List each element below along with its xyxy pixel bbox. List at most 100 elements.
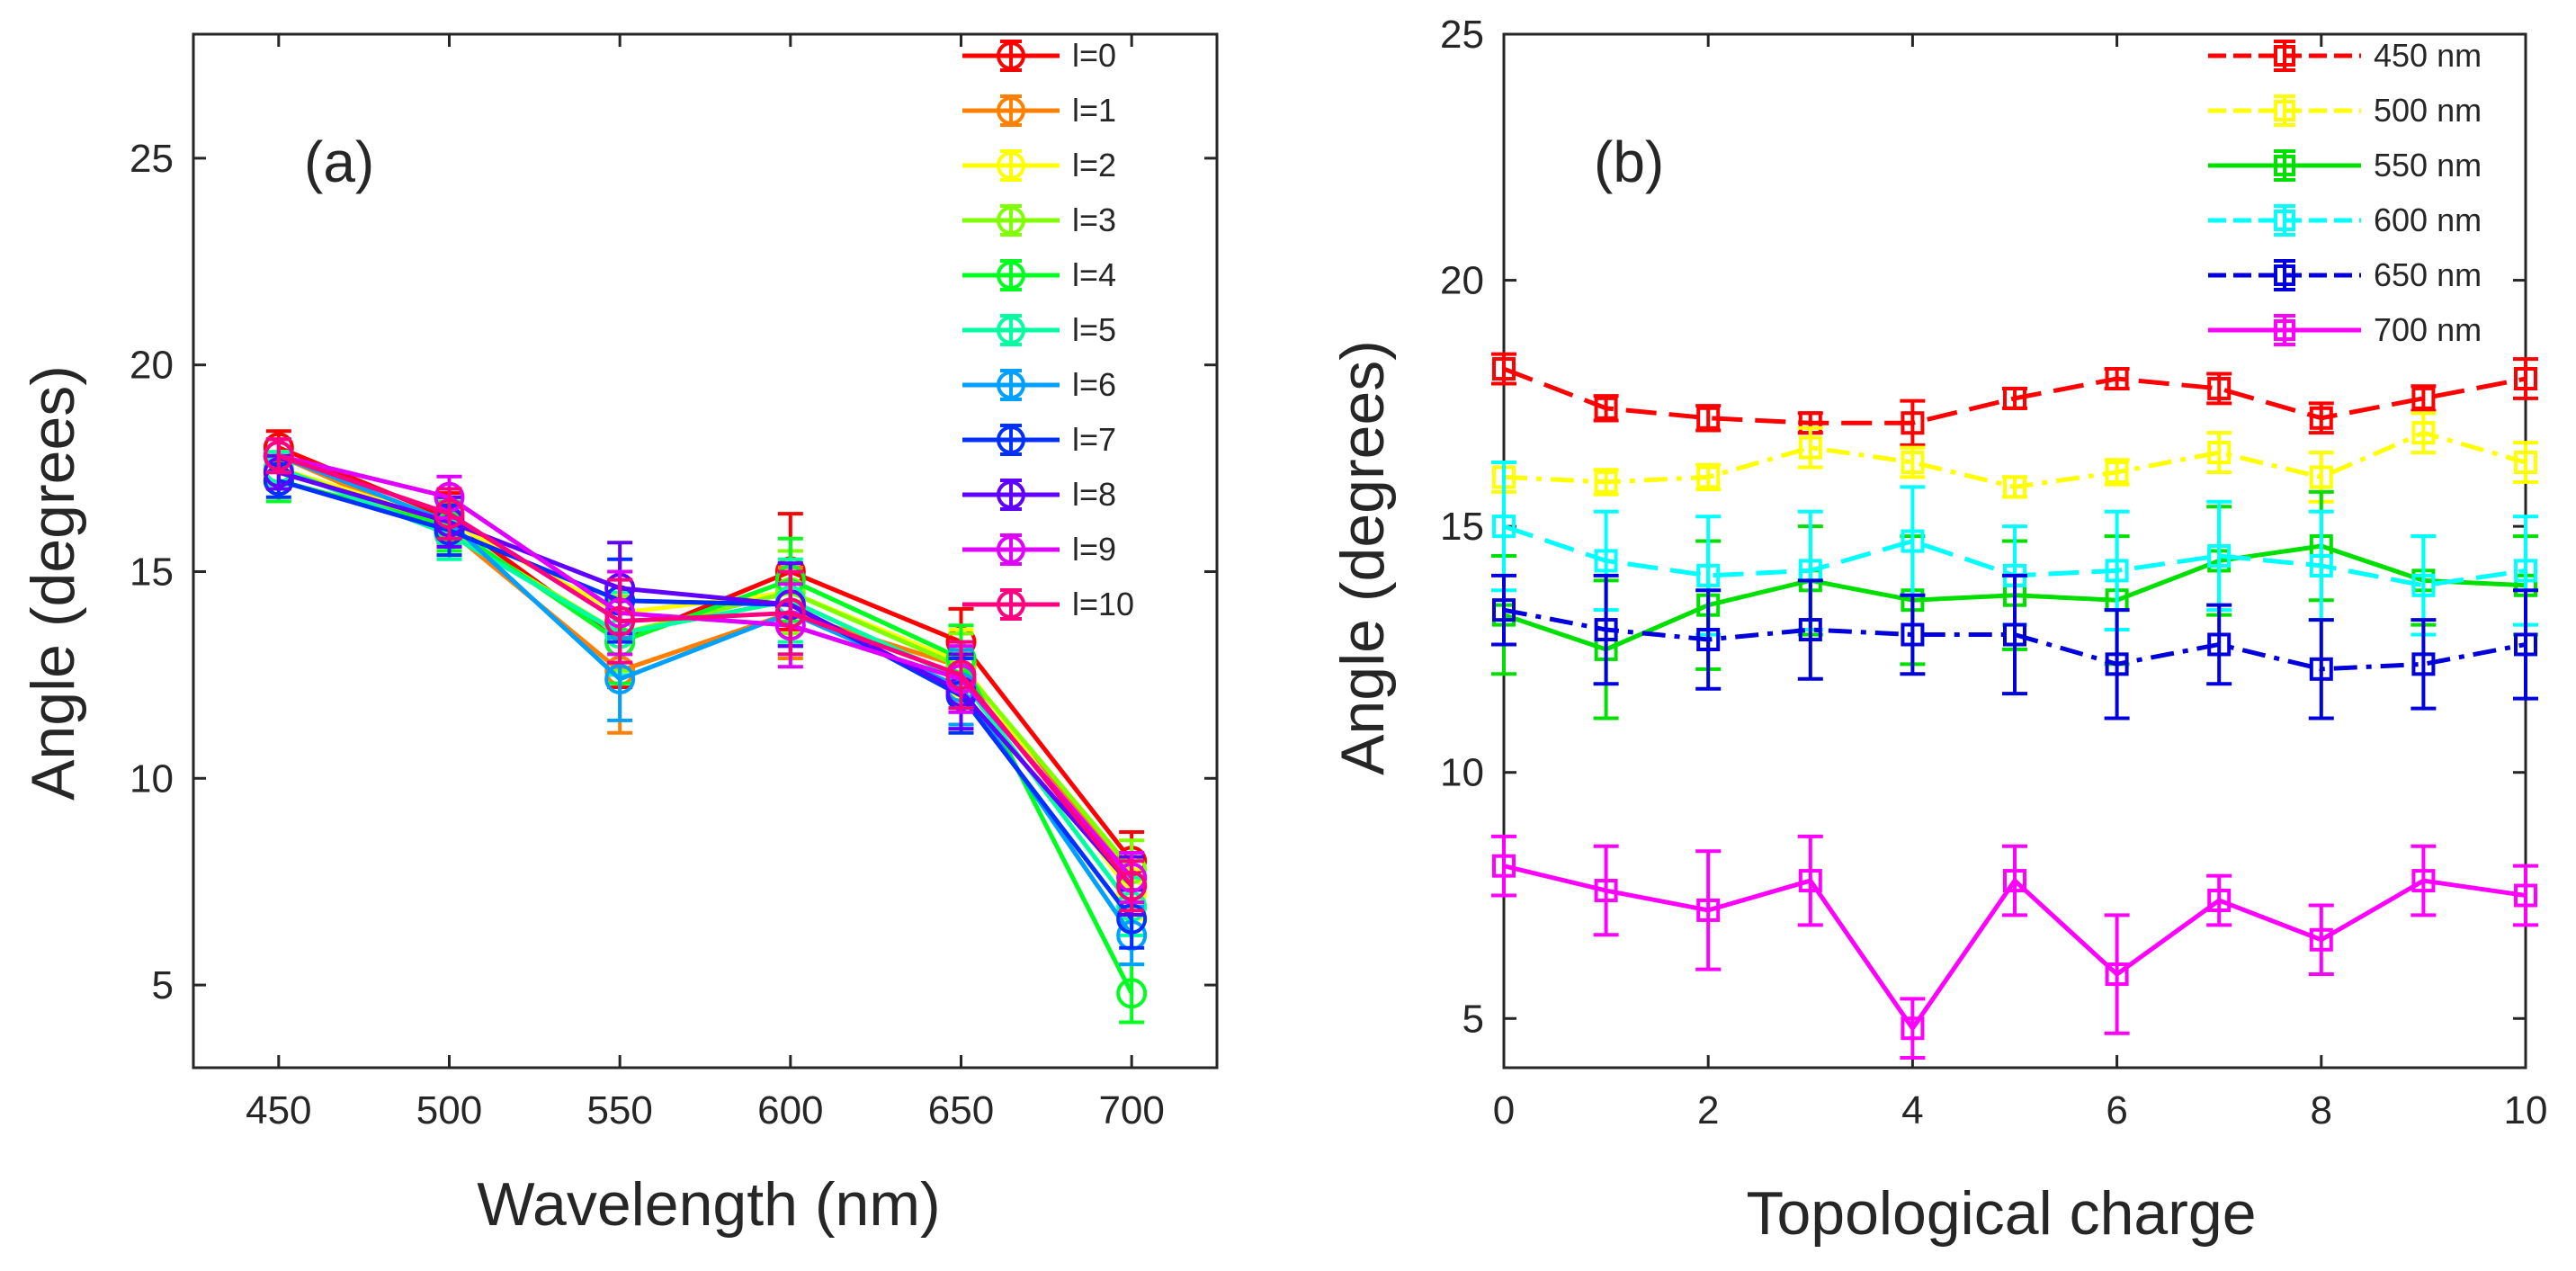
panel-b-data-point bbox=[2411, 869, 2436, 893]
panel-a-axes-frame bbox=[192, 32, 1219, 1070]
panel-a-y-tick-label: 25 bbox=[130, 137, 174, 181]
panel-b-data-point bbox=[1492, 598, 1516, 622]
panel-b-data-point bbox=[1901, 1016, 1925, 1041]
panel-a-legend-label: l=4 bbox=[1072, 256, 1116, 293]
panel-b-legend-marker bbox=[2274, 45, 2295, 67]
panel-a-y-tick-label: 10 bbox=[130, 756, 174, 801]
panel-b-data-point bbox=[2105, 367, 2129, 390]
panel-a-legend-item: l=8 bbox=[962, 476, 1116, 513]
panel-a-series-line bbox=[278, 478, 1134, 921]
panel-b-x-tick-label: 6 bbox=[2106, 1088, 2127, 1132]
panel-a-label: (a) bbox=[304, 130, 374, 194]
panel-a-data-point bbox=[604, 605, 636, 637]
panel-b-data-point bbox=[2105, 652, 2129, 676]
panel-b-data-point bbox=[1901, 529, 1925, 553]
panel-a-data-point bbox=[1116, 978, 1148, 1009]
panel-a-y-tick-label: 15 bbox=[130, 550, 174, 594]
panel-b-data-point bbox=[1901, 411, 1925, 435]
panel-b-legend-label: 450 nm bbox=[2374, 37, 2482, 74]
panel-a-legend-marker bbox=[997, 535, 1025, 564]
panel-a-legend-marker bbox=[997, 96, 1025, 125]
panel-a-legend-label: l=8 bbox=[1072, 476, 1116, 513]
panel-b-data-point bbox=[2003, 622, 2026, 647]
panel-b-legend-marker bbox=[2274, 210, 2295, 231]
panel-b-legend-label: 700 nm bbox=[2374, 311, 2482, 348]
panel-b-data-point bbox=[1594, 879, 1618, 903]
panel-b-data-point bbox=[2207, 441, 2232, 465]
panel-b-data-point bbox=[1696, 898, 1721, 922]
panel-a-y-tick-label: 5 bbox=[152, 963, 174, 1007]
panel-b-legend-label: 650 nm bbox=[2374, 256, 2482, 293]
panel-a-y-tick-label: 20 bbox=[130, 344, 174, 388]
panel-b-legend-item: 700 nm bbox=[2208, 311, 2482, 348]
panel-b-series-450-nm bbox=[1491, 352, 2538, 447]
panel-b-data-point bbox=[2411, 652, 2436, 676]
panel-a-legend-item: l=0 bbox=[962, 37, 1116, 74]
panel-b-data-point bbox=[2514, 559, 2537, 583]
panel-a-legend-marker bbox=[997, 206, 1025, 235]
panel-a-legend-item: l=7 bbox=[962, 421, 1116, 458]
panel-a-series-line bbox=[278, 470, 1134, 888]
panel-a-data-point bbox=[604, 663, 636, 694]
panel-a-legend-marker bbox=[997, 316, 1025, 345]
panel-b-data-point bbox=[1594, 396, 1618, 420]
panel-b-y-tick-label: 15 bbox=[1440, 505, 1484, 549]
panel-a-legend-item: l=4 bbox=[962, 256, 1116, 293]
panel-a-legend-marker bbox=[997, 590, 1025, 619]
panel-a-x-tick-label: 550 bbox=[586, 1088, 652, 1132]
panel-b-data-point bbox=[2309, 657, 2333, 681]
panel-a-legend-label: l=0 bbox=[1072, 37, 1116, 74]
panel-b-y-axis-label: Angle (degrees) bbox=[1328, 340, 1397, 775]
panel-b-data-point bbox=[2514, 367, 2537, 390]
panel-b-data-point bbox=[1798, 435, 1822, 460]
panel-b-data-point bbox=[1798, 869, 1822, 893]
panel-b-data-point bbox=[1594, 618, 1618, 642]
panel-b-data-point bbox=[2309, 553, 2333, 577]
panel-b-data-point bbox=[2514, 451, 2537, 475]
panel-b-data-point bbox=[2003, 386, 2026, 410]
panel-b-legend-label: 550 nm bbox=[2374, 147, 2482, 183]
panel-b-data-point bbox=[2309, 927, 2333, 952]
panel-b-data-point bbox=[2411, 421, 2436, 445]
panel-b-y-tick-label: 10 bbox=[1440, 751, 1484, 795]
panel-b-series-500-nm bbox=[1491, 411, 2538, 504]
panel-b-legend-item: 650 nm bbox=[2208, 256, 2482, 293]
panel-b-data-point bbox=[2207, 376, 2232, 400]
panel-b-data-point bbox=[2105, 460, 2129, 484]
panel-a-legend-item: l=9 bbox=[962, 531, 1116, 568]
panel-b-data-point bbox=[1696, 627, 1721, 651]
panel-b-x-tick-label: 0 bbox=[1493, 1088, 1515, 1132]
panel-a-legend-marker bbox=[997, 41, 1025, 70]
panel-a-data-point bbox=[263, 440, 294, 471]
panel-a-legend-label: l=10 bbox=[1072, 586, 1134, 622]
panel-a-legend-marker bbox=[997, 151, 1025, 180]
panel-b-legend-marker bbox=[2274, 319, 2295, 341]
panel-b-series-line bbox=[1503, 607, 2527, 672]
panel-a-legend-label: l=7 bbox=[1072, 421, 1116, 458]
panel-a-legend-label: l=2 bbox=[1072, 147, 1116, 183]
panel-a-data-point bbox=[1116, 870, 1148, 901]
panel-a-series-l-10 bbox=[263, 437, 1148, 913]
panel-a-x-axis-label: Wavelength (nm) bbox=[477, 1170, 940, 1239]
panel-b-data-point bbox=[1594, 470, 1618, 494]
panel-b-data-point bbox=[2207, 888, 2232, 912]
panel-a-legend-item: l=10 bbox=[962, 586, 1134, 622]
panel-b-legend-label: 600 nm bbox=[2374, 201, 2482, 238]
panel-b-data-point bbox=[2207, 543, 2232, 568]
panel-a-legend-label: l=6 bbox=[1072, 366, 1116, 403]
panel-b-data-point bbox=[2309, 465, 2333, 489]
panel-b-legend-item: 450 nm bbox=[2208, 37, 2482, 74]
panel-b-label: (b) bbox=[1594, 130, 1664, 194]
panel-a-x-tick-label: 450 bbox=[246, 1088, 311, 1132]
panel-b-y-tick-label: 5 bbox=[1462, 997, 1484, 1041]
panel-b-x-tick-label: 10 bbox=[2504, 1088, 2548, 1132]
panel-b-data-point bbox=[2514, 632, 2537, 657]
panel-b-legend-label: 500 nm bbox=[2374, 92, 2482, 129]
panel-a-legend-label: l=9 bbox=[1072, 531, 1116, 568]
panel-a-x-tick-label: 700 bbox=[1098, 1088, 1164, 1132]
panel-b-data-point bbox=[1696, 465, 1721, 489]
panel-a-series-line bbox=[277, 453, 1134, 937]
panel-a-x-tick-label: 600 bbox=[757, 1088, 823, 1132]
panel-b-y-tick-label: 20 bbox=[1440, 259, 1484, 303]
panel-a-legend-item: l=5 bbox=[962, 311, 1116, 348]
